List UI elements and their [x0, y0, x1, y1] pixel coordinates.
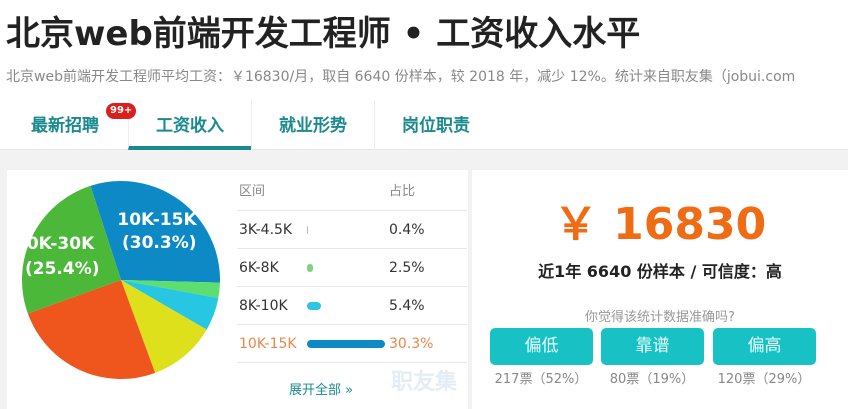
pct-value: 5.4%: [389, 298, 425, 314]
vote-high-button[interactable]: 偏高: [713, 328, 816, 365]
vote-accurate-count: 80票（19%）: [609, 372, 695, 387]
tab-duties[interactable]: 岗位职责: [374, 100, 497, 150]
pie-slice: [22, 185, 122, 314]
accuracy-question: 你觉得该统计数据准确吗?: [585, 310, 735, 325]
pie-slice: [90, 181, 221, 283]
pie-label: 20K-30K: [15, 234, 95, 254]
header-pct: 占比: [389, 184, 416, 199]
sample-info: 近1年 6640 份样本 / 可信度：高: [538, 262, 782, 281]
range-label: 10K-15K: [239, 336, 297, 352]
average-salary: ￥ 16830: [553, 199, 767, 250]
pie-slice: [121, 280, 207, 373]
pie-slice: [121, 280, 220, 299]
salary-summary-panel: ￥ 16830 近1年 6640 份样本 / 可信度：高 你觉得该统计数据准确吗…: [472, 170, 848, 409]
range-label: 3K-4.5K: [239, 222, 293, 238]
vote-accurate-button[interactable]: 靠谱: [601, 328, 704, 365]
pct-value: 30.3%: [389, 336, 434, 352]
vote-low-button[interactable]: 偏低: [490, 328, 593, 365]
pie-label: (30.3%): [122, 233, 197, 253]
pct-value: 0.4%: [389, 222, 425, 238]
page-title: 北京web前端开发工程师 • 工资收入水平: [6, 14, 641, 54]
pct-bar: [307, 226, 308, 234]
page-subtitle: 北京web前端开发工程师平均工资：￥16830/月，取自 6640 份样本，较 …: [6, 69, 796, 85]
table-row: 10K-15K 30.3%: [237, 325, 467, 363]
tab-salary[interactable]: 工资收入: [128, 100, 251, 150]
watermark: 职友集: [391, 370, 458, 395]
salary-range-table: 区间 占比 3K-4.5K 0.4% 6K-8K 2.5% 8K-10K 5.4% 1…: [237, 178, 467, 363]
table-row: 3K-4.5K 0.4%: [237, 211, 467, 249]
pct-bar: [307, 264, 314, 272]
header-range: 区间: [239, 184, 266, 199]
vote-high-count: 120票（29%）: [717, 372, 811, 387]
pie-slice: [121, 280, 219, 330]
pct-bar: [307, 340, 385, 348]
expand-all-link[interactable]: 展开全部 »: [289, 383, 354, 398]
table-row: 6K-8K 2.5%: [237, 249, 467, 287]
tab-bar: 最新招聘 工资收入 就业形势 岗位职责: [0, 100, 848, 150]
pie-slice: [27, 280, 156, 379]
new-jobs-badge: 99+: [106, 103, 137, 119]
table-header: 区间 占比: [237, 178, 467, 211]
range-label: 8K-10K: [239, 298, 288, 314]
tab-latest-jobs[interactable]: 最新招聘: [31, 116, 99, 136]
range-label: 6K-8K: [239, 260, 279, 276]
pct-value: 2.5%: [389, 260, 425, 276]
salary-pie-chart: 10K-15K (30.3%) 20K-30K (25.4%): [15, 181, 221, 379]
table-row: 8K-10K 5.4%: [237, 287, 467, 325]
vote-low-count: 217票（52%）: [494, 372, 588, 387]
pct-bar: [307, 302, 321, 310]
tab-employment[interactable]: 就业形势: [251, 100, 374, 150]
pie-label: (25.4%): [25, 259, 100, 279]
salary-distribution-panel: 10K-15K (30.3%) 20K-30K (25.4%) 区间 占比 3K-4.…: [7, 170, 468, 409]
pie-label: 10K-15K: [117, 210, 197, 230]
